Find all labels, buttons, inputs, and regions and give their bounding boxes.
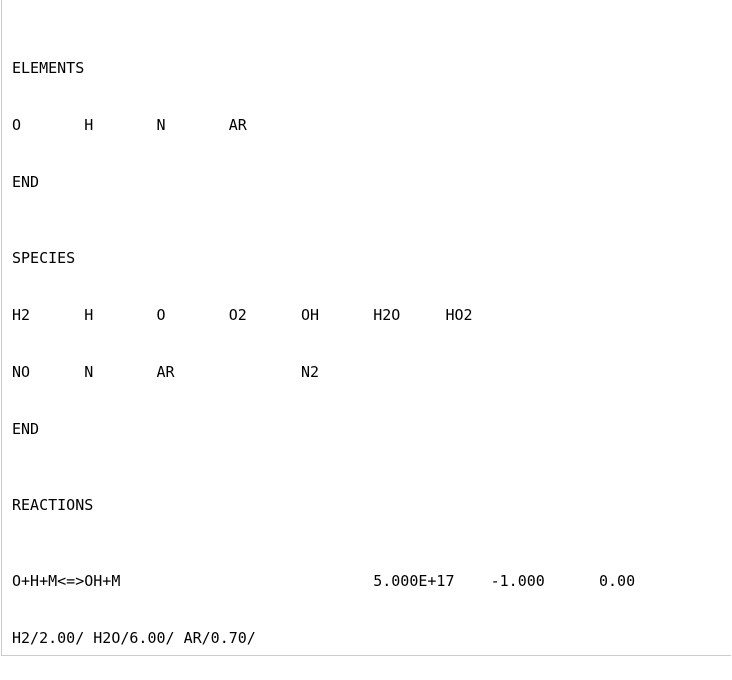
temperature-exponent-b: -1.000 [490,572,545,590]
keyword-end: END [12,420,40,438]
species-row-2: NO N AR N2 [12,363,320,381]
keyword-elements: ELEMENTS [12,59,85,77]
element-list-line: O H N AR [12,116,731,135]
keyword-line-reactions: REACTIONS [12,496,731,515]
reaction-line: O+H+M<=>OH+M 5.000E+17 -1.000 0.00 [12,572,731,591]
species-list-line: H2 H O O2 OH H2O HO2 [12,306,731,325]
element-list: O H N AR [12,116,247,134]
text-file-viewer[interactable]: ELEMENTS O H N AR END SPECIES H2 H O O2 … [1,0,731,656]
keyword-end: END [12,173,40,191]
third-body-line: H2/2.00/ H2O/6.00/ AR/0.70/ [12,629,731,648]
rate-coefficient-A: 5.000E+17 [373,572,455,590]
mechanism-file-content: ELEMENTS O H N AR END SPECIES H2 H O O2 … [12,2,731,680]
reaction-equation: O+H+M<=>OH+M [12,572,121,590]
keyword-line-species: SPECIES [12,249,731,268]
keyword-reactions: REACTIONS [12,496,94,514]
species-list-line: NO N AR N2 [12,363,731,382]
end-line-elements: END [12,173,731,192]
keyword-line-elements: ELEMENTS [12,59,731,78]
species-row-1: H2 H O O2 OH H2O HO2 [12,306,473,324]
end-line-species: END [12,420,731,439]
keyword-species: SPECIES [12,249,76,267]
third-body-efficiencies: H2/2.00/ H2O/6.00/ AR/0.70/ [12,629,256,647]
activation-energy-E: 0.00 [598,572,636,590]
